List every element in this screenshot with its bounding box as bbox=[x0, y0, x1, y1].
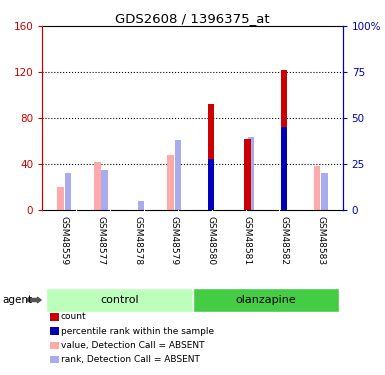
Bar bbox=[244, 139, 251, 210]
Bar bbox=[281, 70, 287, 210]
Bar bbox=[167, 155, 174, 210]
Text: GSM48559: GSM48559 bbox=[60, 216, 69, 265]
Text: GSM48582: GSM48582 bbox=[280, 216, 288, 265]
Text: count: count bbox=[61, 312, 87, 321]
Bar bbox=[101, 170, 108, 210]
Bar bbox=[192, 288, 339, 312]
Text: GSM48580: GSM48580 bbox=[206, 216, 215, 265]
Bar bbox=[314, 166, 320, 210]
Bar bbox=[281, 128, 287, 210]
Text: GSM48583: GSM48583 bbox=[316, 216, 325, 265]
Text: agent: agent bbox=[2, 295, 32, 305]
Bar bbox=[208, 159, 214, 210]
Bar bbox=[46, 288, 192, 312]
Text: percentile rank within the sample: percentile rank within the sample bbox=[61, 327, 214, 336]
Bar bbox=[138, 201, 144, 210]
Bar bbox=[208, 104, 214, 210]
Bar bbox=[321, 173, 328, 210]
Text: olanzapine: olanzapine bbox=[235, 295, 296, 305]
Title: GDS2608 / 1396375_at: GDS2608 / 1396375_at bbox=[115, 12, 270, 25]
Text: value, Detection Call = ABSENT: value, Detection Call = ABSENT bbox=[61, 341, 204, 350]
Bar bbox=[174, 140, 181, 210]
Text: GSM48578: GSM48578 bbox=[133, 216, 142, 265]
Text: GSM48577: GSM48577 bbox=[97, 216, 105, 265]
Bar bbox=[57, 187, 64, 210]
Text: GSM48581: GSM48581 bbox=[243, 216, 252, 265]
Bar bbox=[65, 173, 71, 210]
Text: GSM48579: GSM48579 bbox=[170, 216, 179, 265]
Text: control: control bbox=[100, 295, 139, 305]
Text: rank, Detection Call = ABSENT: rank, Detection Call = ABSENT bbox=[61, 355, 200, 364]
Bar bbox=[248, 136, 254, 210]
Bar bbox=[94, 162, 100, 210]
